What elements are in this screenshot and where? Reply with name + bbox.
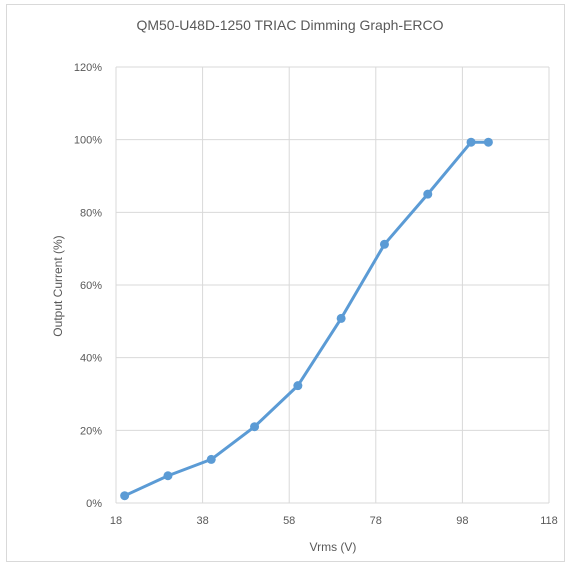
x-tick-label: 78 [370,515,382,527]
y-tick-label: 0% [86,498,102,510]
series-group [120,137,493,501]
y-tick-label: 40% [80,353,102,365]
data-point [423,189,433,199]
chart-title: QM50-U48D-1250 TRIAC Dimming Graph-ERCO [136,17,443,33]
y-tick-label: 120% [74,62,102,74]
data-point [163,471,173,481]
x-tick-label: 18 [110,515,122,527]
y-tick-labels: 0% 20% 40% 60% 80% 100% 120% [74,62,102,510]
gridlines [115,66,550,504]
data-point [120,491,130,501]
x-tick-label: 98 [456,515,468,527]
data-point [466,137,476,147]
y-axis-label: Output Current (%) [51,235,65,336]
data-point [379,239,389,249]
y-tick-label: 20% [80,425,102,437]
x-tick-labels: 18 38 58 78 98 118 [110,515,558,527]
y-tick-label: 100% [74,135,102,147]
data-point [336,313,346,323]
data-point [293,381,303,391]
x-tick-label: 58 [283,515,295,527]
series-line [123,140,490,498]
x-axis-label: Vrms (V) [310,540,357,554]
y-tick-label: 80% [80,207,102,219]
chart-frame [6,4,565,562]
y-tick-label: 60% [80,280,102,292]
x-tick-label: 118 [540,515,558,527]
data-point [206,454,216,464]
x-tick-label: 38 [196,515,208,527]
data-point [483,137,493,147]
data-point [250,422,260,432]
